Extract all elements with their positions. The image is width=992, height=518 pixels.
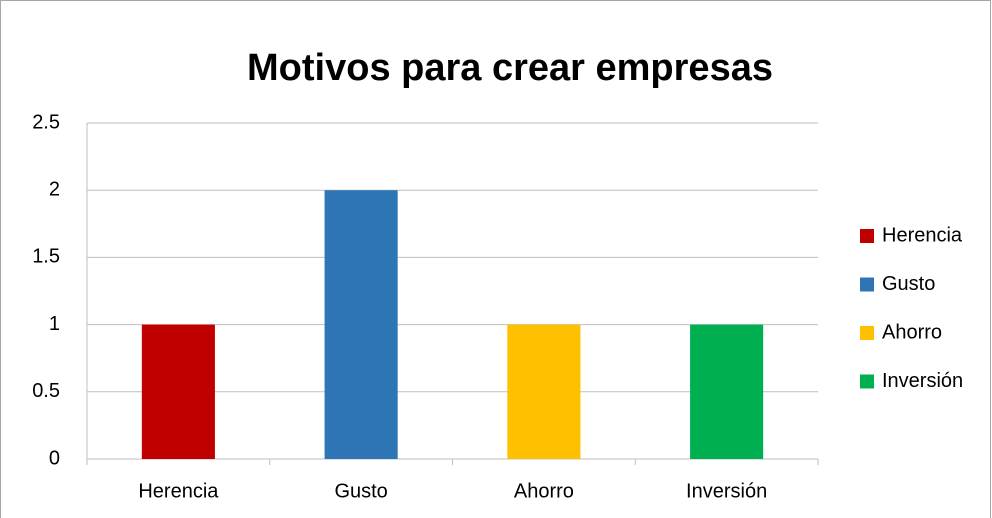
x-tick-label: Ahorro xyxy=(514,480,574,502)
bar xyxy=(507,324,581,459)
x-tick-label: Inversión xyxy=(686,480,767,502)
legend-swatch xyxy=(860,229,874,243)
bar xyxy=(324,190,398,459)
legend-label: Gusto xyxy=(882,273,935,295)
legend-label: Ahorro xyxy=(882,321,942,343)
y-tick-label: 0 xyxy=(49,447,60,469)
y-tick-label: 2.5 xyxy=(32,111,60,133)
bar xyxy=(141,324,215,459)
y-tick-label: 0.5 xyxy=(32,380,60,402)
legend-swatch xyxy=(860,277,874,292)
y-tick-label: 1 xyxy=(49,313,60,335)
y-tick-label: 1.5 xyxy=(32,246,60,268)
legend-label: Inversión xyxy=(882,370,963,392)
bar xyxy=(690,324,764,459)
chart-title: Motivos para crear empresas xyxy=(247,47,773,89)
legend-swatch xyxy=(860,374,874,389)
x-tick-label: Gusto xyxy=(334,480,387,502)
x-tick-label: Herencia xyxy=(138,480,219,502)
legend-swatch xyxy=(860,326,874,340)
y-tick-label: 2 xyxy=(49,178,60,200)
legend-label: Herencia xyxy=(882,224,963,246)
